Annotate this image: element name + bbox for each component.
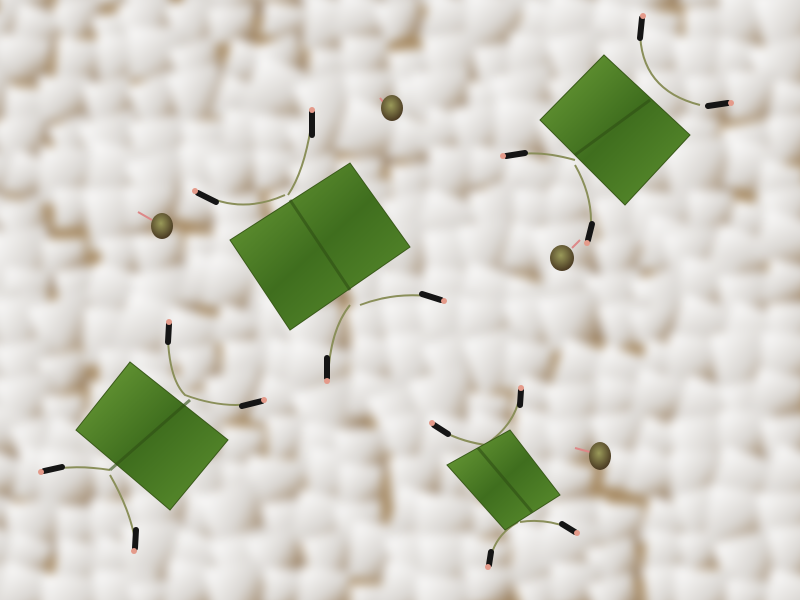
texture-tile xyxy=(674,568,734,600)
texture-tile xyxy=(551,563,603,600)
texture-tile xyxy=(761,259,800,309)
texture-tile xyxy=(537,516,603,577)
texture-tile xyxy=(94,569,156,600)
texture-tile xyxy=(244,455,307,509)
texture-tile xyxy=(596,502,644,546)
texture-tile xyxy=(254,151,299,190)
leaf-creature xyxy=(192,107,447,384)
texture-tile xyxy=(286,110,347,167)
texture-tile xyxy=(752,210,800,275)
texture-tile xyxy=(768,522,800,579)
texture-tile xyxy=(52,0,107,41)
texture-tile xyxy=(263,568,308,600)
texture-tile xyxy=(211,304,264,353)
texture-tile xyxy=(208,6,255,45)
leaf-creature xyxy=(429,385,580,570)
texture-tile xyxy=(38,449,102,510)
bugs xyxy=(137,95,611,470)
texture-tile xyxy=(428,146,481,203)
bug xyxy=(550,245,574,271)
texture-tile xyxy=(0,114,48,167)
texture-tile xyxy=(624,446,683,506)
texture-tile xyxy=(133,229,187,280)
texture-tile xyxy=(38,76,92,121)
texture-tile xyxy=(260,0,309,42)
texture-tile xyxy=(0,448,25,503)
texture-tile xyxy=(42,238,86,274)
texture-tile xyxy=(296,566,350,600)
texture-tile xyxy=(768,80,800,127)
texture-tile xyxy=(494,100,559,157)
texture-tile xyxy=(726,69,780,120)
bug xyxy=(381,95,403,121)
texture-tile xyxy=(679,529,726,570)
texture-tile xyxy=(0,400,34,465)
texture-tile xyxy=(414,576,473,600)
texture-tile xyxy=(209,0,267,17)
texture-tile xyxy=(538,286,608,353)
bug xyxy=(589,442,611,470)
texture-tile xyxy=(761,413,800,466)
texture-tile xyxy=(54,37,103,89)
texture-tile xyxy=(467,567,514,600)
leaf-creature xyxy=(500,13,734,246)
texture-tile xyxy=(332,0,397,49)
texture-tile xyxy=(503,340,554,394)
texture-tile xyxy=(754,0,800,59)
texture-tile xyxy=(411,67,473,121)
texture-tile xyxy=(374,0,427,44)
texture-tile xyxy=(246,527,306,583)
texture-tile xyxy=(760,332,800,386)
texture-tile xyxy=(206,148,262,199)
texture-tile xyxy=(0,60,23,129)
texture-tile xyxy=(587,573,641,600)
texture-tile xyxy=(630,302,680,346)
texture-tile xyxy=(129,580,174,600)
leaf-creature xyxy=(38,319,267,554)
texture-tile xyxy=(39,573,103,600)
texture-tile xyxy=(718,411,773,462)
bug xyxy=(151,213,173,239)
texture-tile xyxy=(664,135,735,209)
texture-tile xyxy=(760,569,800,600)
texture-tile xyxy=(546,185,597,231)
texture-tile xyxy=(725,580,771,600)
texture-tile xyxy=(337,463,384,512)
texture-tile xyxy=(665,334,728,387)
texture-tile xyxy=(204,559,270,600)
texture-tile xyxy=(749,369,800,425)
texture-tile xyxy=(376,561,442,600)
texture-tile xyxy=(685,74,734,122)
